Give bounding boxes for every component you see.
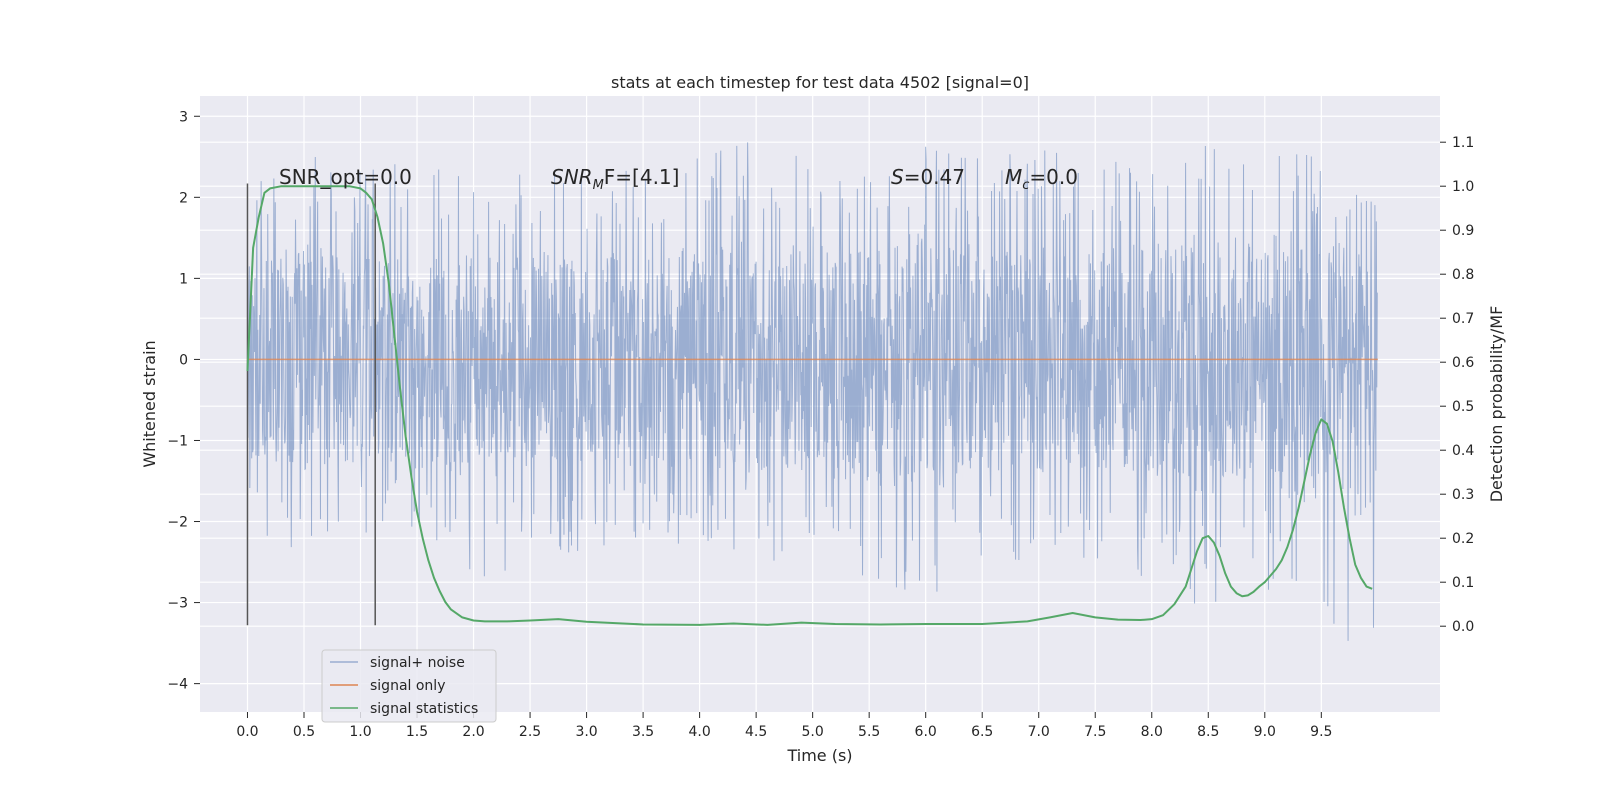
y-tick-label: 3 bbox=[179, 109, 188, 125]
annotations: SNR_opt=0.0 SNRMF=[4.1] S=0.47 Mc=0.0 bbox=[279, 165, 1078, 193]
annotation-s: S=0.47 bbox=[891, 165, 965, 189]
legend: signal+ noise signal only signal statist… bbox=[321, 649, 497, 723]
x-tick-label: 8.0 bbox=[1141, 724, 1163, 740]
x-tick-label: 5.0 bbox=[802, 724, 824, 740]
y-tick-label: −2 bbox=[167, 515, 188, 531]
traces bbox=[246, 142, 1378, 641]
y2-tick-label: 0.9 bbox=[1452, 223, 1474, 239]
annotation-mc-main: M bbox=[1005, 165, 1022, 189]
y2-tick-label: 0.0 bbox=[1452, 619, 1474, 635]
x-tick-label: 1.5 bbox=[406, 724, 428, 740]
x-tick-label: 6.5 bbox=[971, 724, 993, 740]
y2-tick-label: 0.8 bbox=[1452, 267, 1474, 283]
annotation-snr-opt: SNR_opt=0.0 bbox=[279, 165, 412, 189]
y-tick-label: −3 bbox=[167, 596, 188, 612]
x-tick-label: 2.0 bbox=[462, 724, 484, 740]
x-tick-label: 4.5 bbox=[745, 724, 767, 740]
y2-tick-label: 0.7 bbox=[1452, 311, 1474, 327]
annotation-snr-mf-rest: F=[4.1] bbox=[604, 165, 680, 189]
x-tick-label: 9.5 bbox=[1310, 724, 1332, 740]
y2-tick-label: 1.1 bbox=[1452, 135, 1474, 151]
y-tick-label: 1 bbox=[179, 271, 188, 287]
annotation-mc-sub: c bbox=[1022, 178, 1029, 193]
legend-label-signal-noise: signal+ noise bbox=[370, 655, 465, 671]
y2-tick-label: 0.2 bbox=[1452, 531, 1474, 547]
x-axis-label: Time (s) bbox=[786, 746, 852, 765]
series-signal-statistics bbox=[246, 185, 1373, 626]
series-signal-noise bbox=[246, 142, 1378, 641]
y2-tick-label: 1.0 bbox=[1452, 179, 1474, 195]
x-tick-label: 0.0 bbox=[236, 724, 258, 740]
x-tick-label: 2.5 bbox=[519, 724, 541, 740]
x-tick-label: 0.5 bbox=[293, 724, 315, 740]
y-tick-label: −4 bbox=[167, 677, 188, 693]
y-tick-label: −1 bbox=[167, 433, 188, 449]
annotation-snr-mf-main: SNR bbox=[551, 165, 593, 189]
chart-title: stats at each timestep for test data 450… bbox=[611, 73, 1029, 92]
legend-label-signal-only: signal only bbox=[370, 678, 445, 694]
y2-tick-label: 0.1 bbox=[1452, 575, 1474, 591]
annotation-s-rest: =0.47 bbox=[904, 165, 965, 189]
x-tick-label: 1.0 bbox=[349, 724, 371, 740]
x-tick-label: 3.0 bbox=[575, 724, 597, 740]
axes: 0.0 0.5 1.0 1.5 2.0 2.5 3.0 3.5 4.0 4.5 5.0 5.5 6.0 6… bbox=[167, 109, 1474, 740]
x-tick-label: 9.0 bbox=[1254, 724, 1276, 740]
annotation-mc-rest: =0.0 bbox=[1029, 165, 1078, 189]
x-tick-label: 8.5 bbox=[1197, 724, 1219, 740]
legend-label-signal-statistics: signal statistics bbox=[370, 701, 478, 717]
annotation-s-main: S bbox=[891, 165, 904, 189]
y-axis-label: Whitened strain bbox=[140, 340, 159, 467]
y2-tick-label: 0.3 bbox=[1452, 487, 1474, 503]
y-tick-label: 0 bbox=[179, 352, 188, 368]
annotation-snr-mf-sub: M bbox=[593, 178, 604, 193]
annotation-mc: Mc=0.0 bbox=[1005, 165, 1078, 193]
y2-axis-label: Detection probability/MF bbox=[1487, 306, 1506, 503]
y-tick-label: 2 bbox=[179, 190, 188, 206]
x-tick-label: 7.5 bbox=[1084, 724, 1106, 740]
y2-tick-label: 0.5 bbox=[1452, 399, 1474, 415]
y2-tick-label: 0.6 bbox=[1452, 355, 1474, 371]
legend-box bbox=[321, 649, 497, 723]
x-tick-label: 6.0 bbox=[915, 724, 937, 740]
x-tick-label: 4.0 bbox=[688, 724, 710, 740]
x-tick-label: 5.5 bbox=[858, 724, 880, 740]
y2-tick-label: 0.4 bbox=[1452, 443, 1474, 459]
annotation-snr-mf: SNRMF=[4.1] bbox=[551, 165, 679, 193]
x-tick-label: 7.0 bbox=[1028, 724, 1050, 740]
x-tick-label: 3.5 bbox=[632, 724, 654, 740]
